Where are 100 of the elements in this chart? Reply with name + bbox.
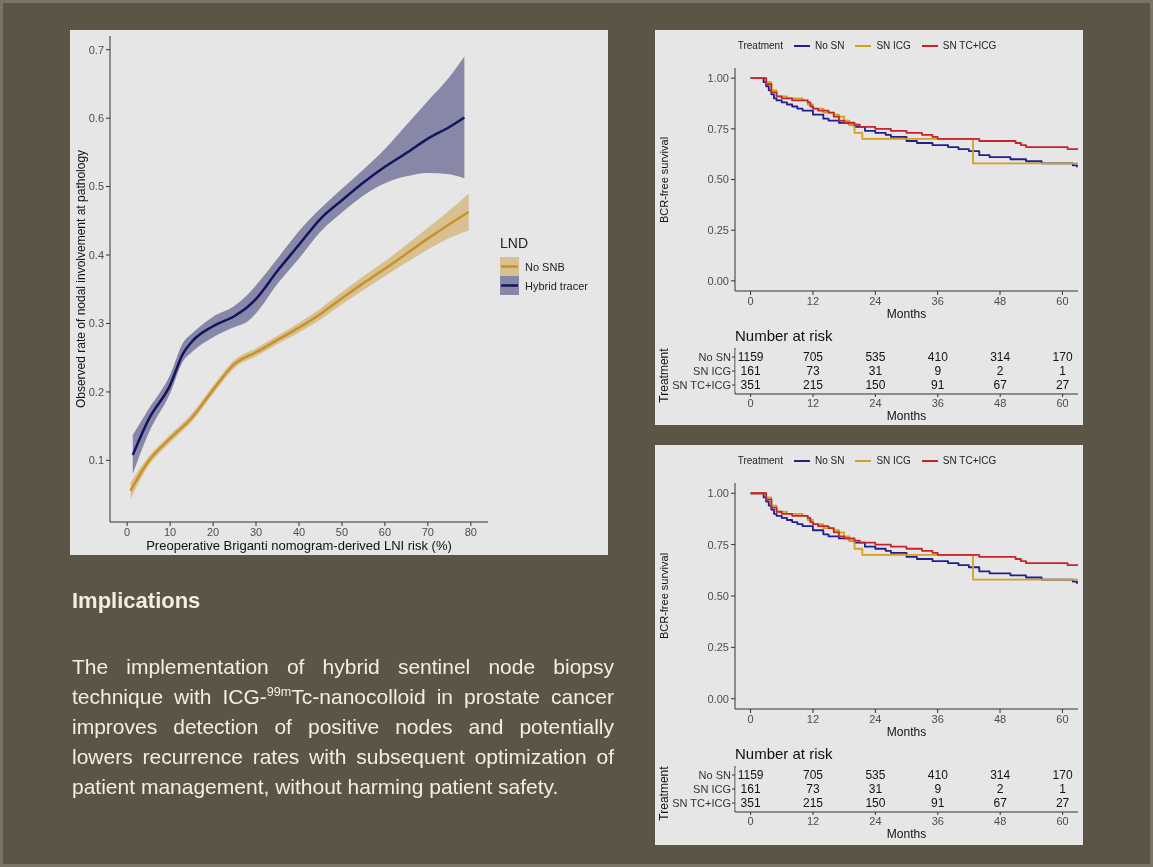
data-label: 215 bbox=[802, 378, 824, 392]
data-label: 170 bbox=[1052, 350, 1073, 364]
x-tick-label: 12 bbox=[806, 712, 820, 725]
data-label: 27 bbox=[1055, 796, 1070, 810]
y-tick-label: SN TC+ICG bbox=[672, 379, 731, 391]
data-label: 67 bbox=[993, 796, 1008, 810]
y-tick-label: 1.00 bbox=[707, 72, 729, 85]
text: The implementation of hybrid sentinel node biopsy technique with ICG-$^{99m}$Tc-nanocolloid in prostate cancer improves detection of positive nodes and potentially lowers recurrence rates with subsequent optimization of patient management, without harming patient safety. bbox=[72, 654, 614, 800]
y-tick-label: 0.6 bbox=[88, 112, 104, 125]
data-label: 161 bbox=[740, 782, 761, 796]
x-tick-label: 48 bbox=[994, 815, 1007, 827]
legend-label: No SNB bbox=[525, 260, 565, 273]
x-tick-label: 0 bbox=[747, 294, 754, 307]
data-label: 9 bbox=[934, 364, 942, 378]
data-label: 215 bbox=[802, 796, 824, 810]
data-label: 410 bbox=[927, 768, 949, 782]
y-tick-label: 0.2 bbox=[88, 385, 104, 398]
x-tick-label: 60 bbox=[1056, 294, 1069, 307]
x-tick-label: 30 bbox=[249, 525, 263, 538]
y-tick-label: 0.1 bbox=[88, 454, 104, 467]
x-tick-label: 24 bbox=[869, 397, 882, 409]
data-label: 535 bbox=[865, 350, 886, 364]
text: Implications bbox=[72, 587, 202, 615]
x-tick-label: 0 bbox=[124, 525, 131, 538]
y-axis-title: Treatment bbox=[657, 347, 671, 403]
x-axis-title: Months bbox=[886, 827, 927, 841]
x-tick-label: 0 bbox=[747, 397, 754, 409]
legend-label: SN TC+ICG bbox=[942, 455, 997, 466]
y-tick-label: 0.4 bbox=[88, 248, 104, 261]
y-tick-label: No SN bbox=[698, 351, 732, 363]
x-tick-label: 48 bbox=[994, 397, 1007, 409]
data-label: 351 bbox=[740, 796, 761, 810]
data-label: 705 bbox=[802, 768, 824, 782]
x-tick-label: 48 bbox=[993, 712, 1007, 725]
data-label: 73 bbox=[806, 782, 820, 796]
y-tick-label: 0.50 bbox=[707, 589, 729, 602]
x-axis-title: Preoperative Briganti nomogram-derived LNI risk (%) bbox=[145, 538, 453, 553]
line-series bbox=[131, 116, 466, 457]
x-tick-label: 48 bbox=[993, 294, 1007, 307]
legend-title: LND bbox=[500, 235, 529, 251]
data-label: 161 bbox=[740, 364, 761, 378]
y-tick-label: 1.00 bbox=[707, 487, 729, 500]
x-tick-label: 60 bbox=[1056, 815, 1069, 827]
x-tick-label: 36 bbox=[931, 815, 944, 827]
x-tick-label: 36 bbox=[931, 712, 944, 725]
data-label: 150 bbox=[865, 796, 886, 810]
x-tick-label: 36 bbox=[931, 294, 944, 307]
data-label: 2 bbox=[996, 364, 1004, 378]
data-label: 1 bbox=[1059, 364, 1067, 378]
data-label: 1 bbox=[1059, 782, 1067, 796]
x-tick-label: 20 bbox=[206, 525, 220, 538]
legend-label: SN ICG bbox=[876, 40, 911, 51]
x-axis-title: Months bbox=[886, 409, 927, 423]
legend-label: No SN bbox=[814, 40, 845, 51]
legend-label: SN TC+ICG bbox=[942, 40, 997, 51]
data-label: 150 bbox=[865, 378, 886, 392]
data-label: 31 bbox=[868, 782, 883, 796]
x-axis-title: Months bbox=[885, 307, 928, 322]
data-label: 410 bbox=[927, 350, 949, 364]
data-label: 31 bbox=[868, 364, 883, 378]
y-tick-label: SN ICG bbox=[693, 365, 731, 377]
x-tick-label: 12 bbox=[806, 397, 820, 409]
y-axis-title: Treatment bbox=[657, 765, 671, 821]
y-tick-label: 0.75 bbox=[707, 122, 729, 135]
data-label: 351 bbox=[740, 378, 761, 392]
y-tick-label: No SN bbox=[698, 769, 732, 781]
y-tick-label: 0.00 bbox=[707, 692, 729, 705]
data-label: 73 bbox=[806, 364, 820, 378]
legend-label: SN ICG bbox=[876, 455, 911, 466]
x-tick-label: 12 bbox=[806, 815, 820, 827]
y-axis-title: BCR-free survival bbox=[657, 552, 671, 640]
y-tick-label: SN ICG bbox=[693, 783, 731, 795]
x-tick-label: 60 bbox=[1056, 712, 1069, 725]
x-axis-title: Months bbox=[885, 725, 928, 740]
data-label: 2 bbox=[996, 782, 1004, 796]
y-tick-label: 0.3 bbox=[88, 317, 104, 330]
x-tick-label: 24 bbox=[869, 294, 882, 307]
data-label: 314 bbox=[990, 768, 1011, 782]
y-tick-label: 0.25 bbox=[707, 224, 729, 237]
legend-label: No SN bbox=[814, 455, 845, 466]
x-tick-label: 70 bbox=[421, 525, 434, 538]
data-label: 170 bbox=[1052, 768, 1073, 782]
data-label: 9 bbox=[934, 782, 942, 796]
data-label: 705 bbox=[802, 350, 824, 364]
x-tick-label: 80 bbox=[464, 525, 477, 538]
legend-title: Treatment bbox=[737, 455, 783, 466]
x-tick-label: 24 bbox=[869, 712, 882, 725]
y-axis-title: Observed rate of nodal involvement at pathology bbox=[74, 149, 88, 409]
x-tick-label: 0 bbox=[747, 815, 754, 827]
data-label: 535 bbox=[865, 768, 886, 782]
y-tick-label: 0.00 bbox=[707, 274, 729, 287]
data-label: 67 bbox=[993, 378, 1008, 392]
x-tick-label: 36 bbox=[931, 397, 944, 409]
chart-title: Number at risk bbox=[735, 745, 834, 762]
data-label: 91 bbox=[931, 378, 945, 392]
y-tick-label: 0.5 bbox=[88, 180, 104, 193]
x-tick-label: 10 bbox=[164, 525, 177, 538]
y-tick-label: 0.25 bbox=[707, 641, 729, 654]
legend-label: Hybrid tracer bbox=[525, 279, 588, 292]
y-tick-label: SN TC+ICG bbox=[672, 797, 731, 809]
